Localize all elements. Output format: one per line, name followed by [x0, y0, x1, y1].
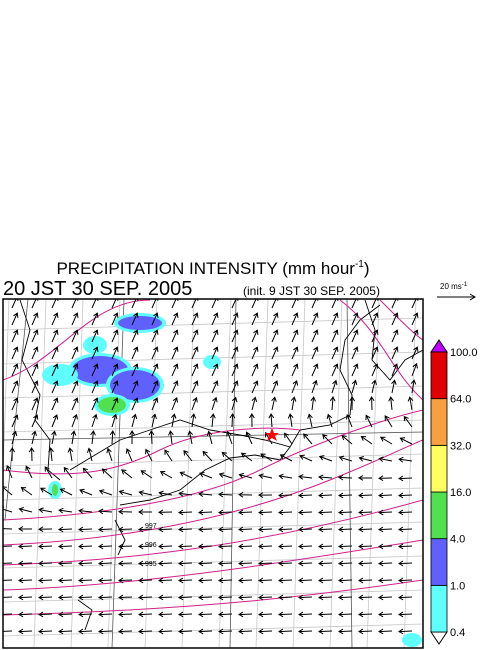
coastline [19, 299, 423, 631]
colorbar-label: 1.0 [450, 580, 465, 592]
isobar [3, 579, 423, 616]
init-time: (init. 9 JST 30 SEP. 2005) [243, 284, 380, 298]
scale-arrow [437, 293, 476, 301]
colorbar-segment [430, 398, 448, 446]
title-sup: -1 [355, 259, 364, 270]
colorbar-segment [430, 351, 448, 400]
isobar [3, 409, 423, 521]
isobar-label: 996 [145, 542, 157, 549]
isobar [3, 539, 423, 591]
colorbar-label: 64.0 [450, 394, 471, 406]
colorbar-label: 32.0 [450, 440, 471, 452]
colorbar-label: 100.0 [450, 347, 478, 359]
isobar-label: 997 [145, 523, 157, 530]
scale-sup: -1 [462, 282, 468, 288]
title: PRECIPITATION INTENSITY (mm hour-1) [56, 259, 369, 278]
isobar-label: 995 [145, 561, 157, 568]
colorbar-label: 16.0 [450, 487, 471, 499]
isobar [379, 299, 423, 341]
colorbar: 0.4 1.0 4.0 16.0 32.0 64.0 100.0 [430, 339, 478, 645]
colorbar-label: 0.4 [450, 627, 465, 639]
colorbar-segment [430, 538, 448, 586]
precip-area [118, 316, 162, 330]
precip-area [110, 370, 160, 400]
colorbar-over [430, 339, 448, 353]
isobar [3, 299, 151, 381]
colorbar-under [430, 631, 448, 645]
scale-label: 20 ms-1 [440, 282, 468, 291]
precip-area [98, 397, 126, 413]
isobar [3, 427, 301, 475]
precip-area [406, 636, 418, 644]
precip-area [87, 339, 103, 351]
map-content: 997 996 995 [3, 299, 423, 648]
precip-area [46, 367, 74, 383]
isobar [339, 299, 423, 401]
title-text: PRECIPITATION INTENSITY (mm hour [56, 259, 355, 278]
precip-area [52, 484, 58, 496]
wind-vectors [3, 299, 419, 635]
graticule-major [3, 299, 423, 648]
title-end: ) [364, 259, 370, 278]
map-frame [2, 298, 424, 649]
valid-time: 20 JST 30 SEP. 2005 [3, 278, 192, 300]
colorbar-label: 4.0 [450, 534, 465, 546]
star-marker [265, 428, 279, 441]
colorbar-segment [430, 584, 448, 633]
precip-area [207, 358, 217, 366]
map: 997 996 995 [2, 298, 424, 649]
scale-text: 20 ms [440, 282, 462, 291]
colorbar-segment [430, 444, 448, 493]
colorbar-segment [430, 491, 448, 540]
